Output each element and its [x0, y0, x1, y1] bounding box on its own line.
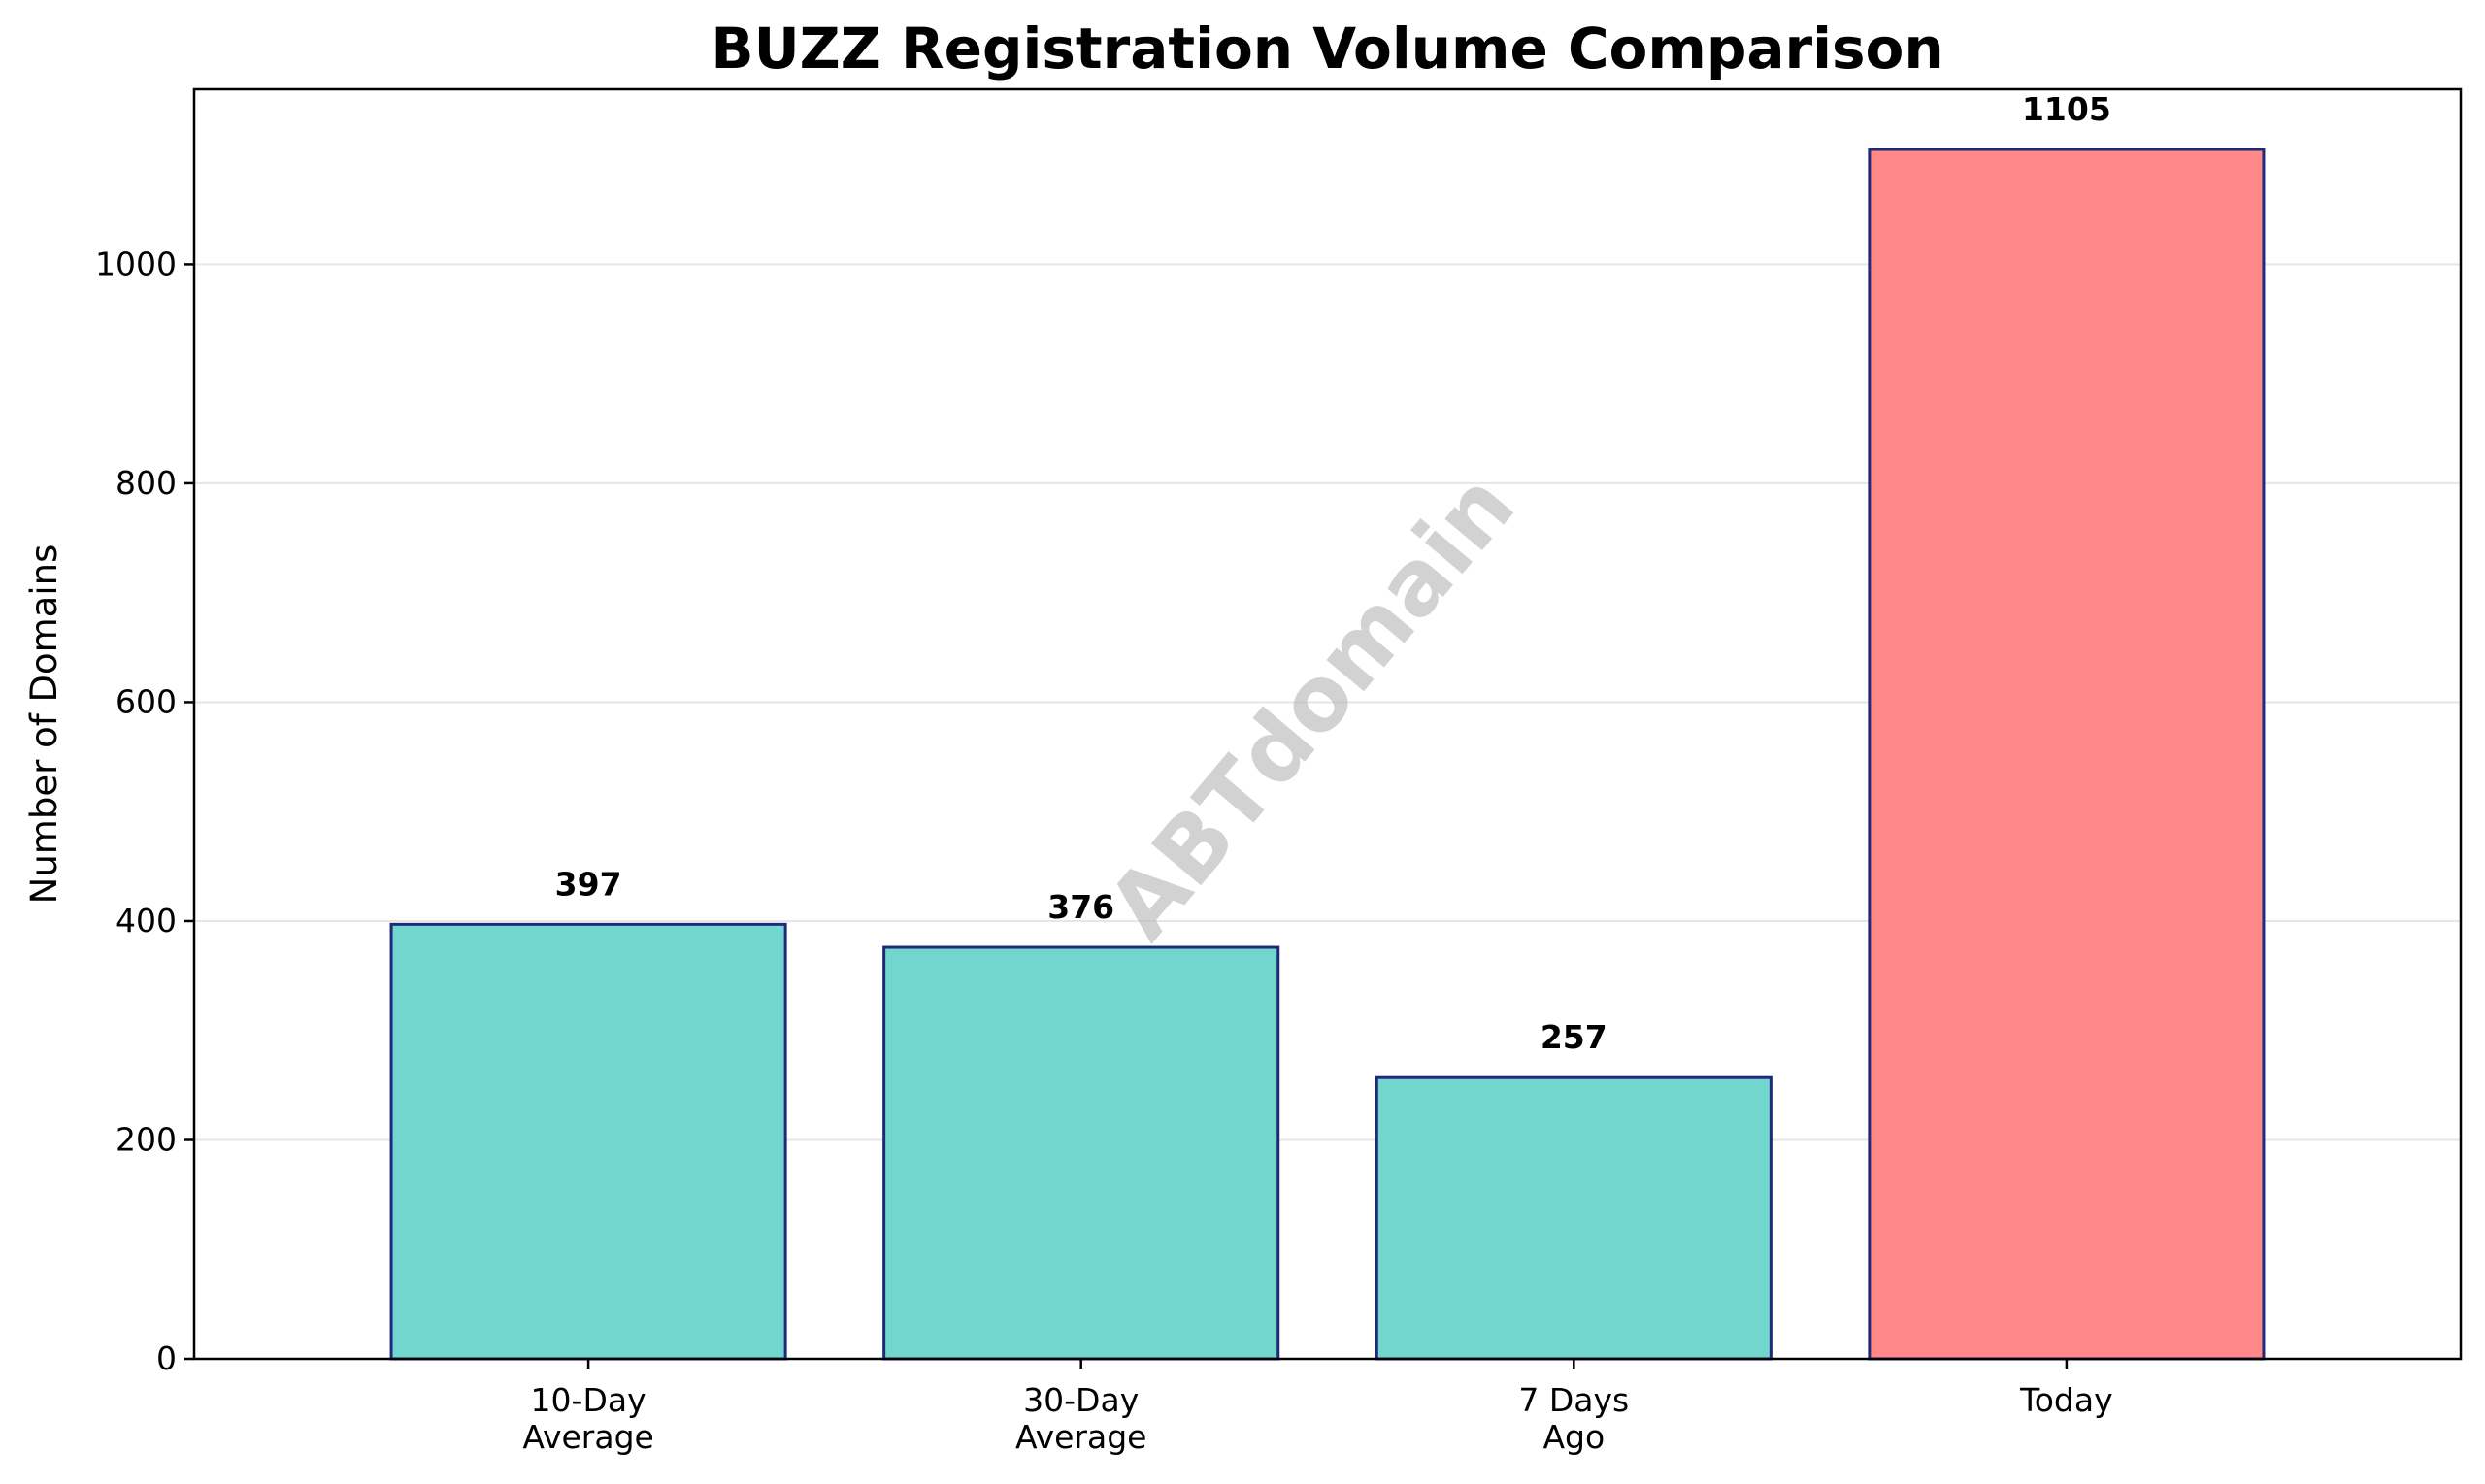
y-axis-ticks: 0 200 400 600 800 1000 [95, 245, 194, 1377]
data-label: 257 [1541, 1018, 1607, 1056]
data-label: 1105 [2022, 90, 2111, 128]
chart-title: BUZZ Registration Volume Comparison [711, 16, 1943, 82]
y-tick-label: 200 [116, 1120, 177, 1158]
x-tick-label: Ago [1542, 1418, 1605, 1456]
y-tick-label: 1000 [95, 245, 177, 282]
bar [882, 945, 1280, 1361]
x-tick-label: Today [2019, 1381, 2112, 1419]
plot-frame [192, 87, 2463, 1361]
data-label: 376 [1047, 888, 1114, 926]
bar [1868, 148, 2266, 1361]
y-tick-label: 600 [116, 682, 177, 720]
x-tick-label: Average [522, 1418, 654, 1456]
x-tick-label: 7 Days [1518, 1381, 1629, 1419]
bars [389, 148, 2266, 1361]
y-tick-label: 0 [156, 1339, 177, 1377]
y-tick-label: 800 [116, 464, 177, 502]
x-tick-label: 10-Day [531, 1381, 646, 1419]
data-label: 397 [555, 865, 622, 903]
y-axis-label: Number of Domains [23, 544, 65, 905]
data-labels: 397 376 257 1105 [555, 90, 2111, 1056]
x-tick-label: 30-Day [1023, 1381, 1139, 1419]
y-tick-label: 400 [116, 902, 177, 940]
bar [389, 922, 787, 1361]
x-tick-label: Average [1015, 1418, 1147, 1456]
bar [1375, 1075, 1773, 1361]
watermark-text: ABTdomain [1088, 454, 1535, 958]
